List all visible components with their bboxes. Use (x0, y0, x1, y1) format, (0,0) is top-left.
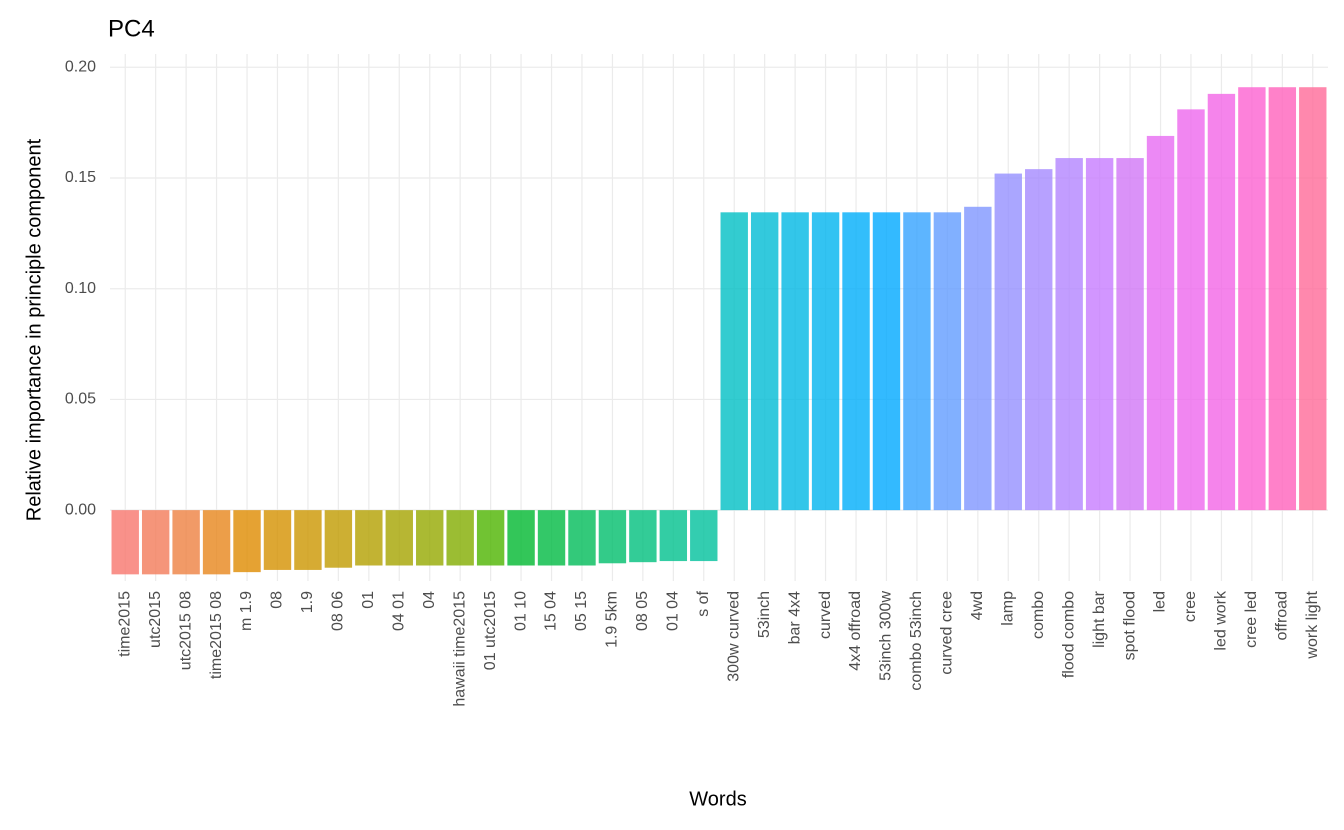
bar (355, 510, 383, 566)
x-tick-label: s of (695, 590, 712, 616)
bar (202, 510, 231, 575)
chart-title: PC4 (108, 15, 155, 42)
x-tick-label: 04 (421, 591, 438, 609)
bar (385, 510, 413, 566)
x-tick-label: cree (1182, 591, 1199, 622)
y-tick-label: 0.10 (65, 280, 96, 297)
bar (690, 510, 718, 562)
bar (598, 510, 627, 564)
bar (1025, 169, 1053, 511)
y-tick-label: 0.15 (65, 169, 96, 186)
x-tick-label: hawaii time2015 (451, 591, 468, 707)
bar (324, 510, 353, 568)
bar (720, 212, 748, 511)
bar (416, 510, 444, 566)
x-tick-label: utc2015 (147, 591, 164, 648)
x-tick-label: 08 (269, 591, 286, 609)
x-tick-label: 53inch 300w (878, 591, 895, 681)
x-tick-label: offroad (1274, 591, 1291, 641)
x-tick-label: 01 utc2015 (482, 591, 499, 670)
x-tick-label: cree led (1243, 591, 1260, 648)
x-tick-label: 01 04 (665, 591, 682, 631)
x-tick-label: combo (1030, 591, 1047, 639)
y-axis-title: Relative importance in principle compone… (23, 138, 45, 521)
x-tick-label: led work (1213, 590, 1230, 651)
x-tick-label: led (1152, 591, 1169, 612)
x-tick-label: combo 53inch (908, 591, 925, 691)
bar (111, 510, 139, 575)
bar (750, 212, 779, 511)
x-tick-label: bar 4x4 (786, 591, 803, 644)
bar (233, 510, 261, 573)
y-tick-label: 0.20 (65, 59, 96, 76)
y-tick-label: 0.05 (65, 391, 96, 408)
bar (781, 212, 809, 511)
x-tick-label: 53inch (756, 591, 773, 638)
bar (1238, 87, 1266, 511)
bar (903, 212, 931, 511)
bar (1085, 158, 1114, 511)
x-tick-label: 4wd (969, 591, 986, 620)
x-tick-label: 04 01 (390, 591, 407, 631)
x-tick-label: 08 05 (634, 591, 651, 631)
bar (811, 212, 840, 511)
bar (964, 206, 992, 511)
x-tick-label: 300w curved (725, 591, 742, 682)
x-tick-label: light bar (1091, 590, 1108, 648)
bar (1116, 158, 1144, 511)
x-tick-label: time2015 08 (208, 591, 225, 679)
bar (537, 510, 566, 566)
bar (1177, 109, 1205, 511)
bar (994, 173, 1022, 511)
x-tick-label: 01 10 (512, 591, 529, 631)
bar (263, 510, 292, 570)
bar (1055, 158, 1083, 511)
x-tick-label: m 1.9 (238, 591, 255, 631)
bar (568, 510, 596, 566)
bar (141, 510, 170, 575)
bar (1268, 87, 1297, 511)
bar (842, 212, 870, 511)
x-tick-label: 1.9 (299, 591, 316, 613)
x-tick-label: work light (1304, 590, 1321, 659)
bar (1207, 93, 1236, 511)
x-tick-label: curved (817, 591, 834, 639)
x-tick-label: spot flood (1121, 591, 1138, 660)
x-tick-label: 01 (360, 591, 377, 609)
bar (172, 510, 200, 575)
bar (1146, 135, 1175, 511)
x-tick-label: 15 04 (543, 591, 560, 631)
x-tick-label: flood combo (1060, 591, 1077, 678)
bar (507, 510, 535, 566)
bar (659, 510, 688, 562)
x-tick-label: curved cree (939, 591, 956, 675)
x-tick-label: 08 06 (330, 591, 347, 631)
x-tick-label: time2015 (116, 591, 133, 657)
x-tick-label: utc2015 08 (177, 591, 194, 670)
bar (933, 212, 962, 511)
x-tick-label: 4x4 offroad (847, 591, 864, 671)
x-axis-title: Words (689, 788, 746, 810)
y-tick-label: 0.00 (65, 501, 96, 518)
bar (629, 510, 657, 563)
bar (1299, 87, 1327, 511)
bar (294, 510, 322, 570)
bar (476, 510, 505, 566)
x-tick-label: lamp (999, 591, 1016, 626)
bar (446, 510, 474, 566)
bar (872, 212, 901, 511)
x-tick-label: 05 15 (573, 591, 590, 631)
x-tick-label: 1.9 5km (604, 591, 621, 648)
